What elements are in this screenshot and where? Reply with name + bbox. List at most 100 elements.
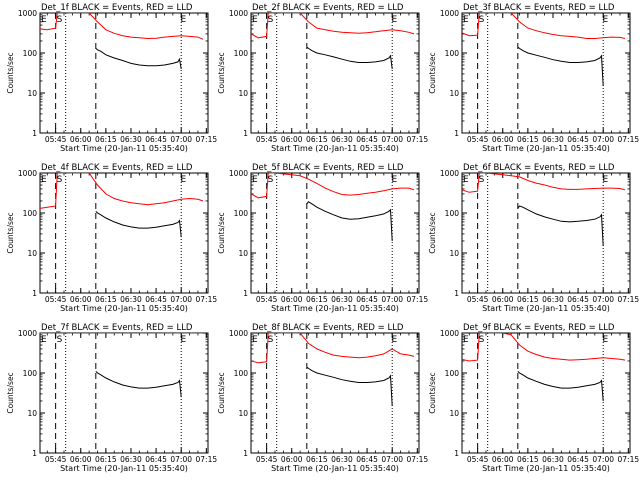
- y-tick-label: 10: [238, 89, 248, 98]
- y-tick-label: 100: [445, 369, 460, 378]
- x-axis-label: Start Time (20-Jan-11 05:35:40): [271, 144, 399, 153]
- x-tick-label: 06:30: [542, 135, 564, 144]
- plot-frame: [39, 172, 209, 294]
- y-tick-label: 100: [234, 369, 249, 378]
- x-tick-label: 07:00: [170, 455, 192, 464]
- interval-marker-s: S: [57, 175, 63, 185]
- y-tick-label: 1: [32, 449, 37, 458]
- x-tick-label: 05:45: [467, 295, 489, 304]
- x-tick-label: 06:30: [542, 295, 564, 304]
- plot-frame: [461, 172, 631, 294]
- lld-series-line: [251, 173, 415, 199]
- y-tick-label: 100: [445, 209, 460, 218]
- chart-panel: Det_2f BLACK = Events, RED = LLD 1 10 100 10…: [217, 3, 428, 153]
- interval-marker-e2: E: [392, 175, 398, 185]
- x-tick-label: 06:15: [95, 135, 117, 144]
- x-tick-label: 06:30: [120, 135, 142, 144]
- x-tick-label: 06:15: [306, 135, 328, 144]
- chart-title: Det_6f BLACK = Events, RED = LLD: [463, 163, 615, 173]
- y-axis-label: Counts/sec: [428, 52, 437, 93]
- y-tick-label: 10: [238, 409, 248, 418]
- x-tick-label: 07:15: [618, 455, 640, 464]
- chart-title: Det_1f BLACK = Events, RED = LLD: [41, 3, 193, 13]
- x-tick-label: 07:15: [407, 135, 429, 144]
- interval-marker-e2: E: [181, 15, 187, 25]
- x-tick-label: 05:45: [256, 135, 278, 144]
- y-tick-label: 1000: [440, 169, 459, 178]
- events-series-line: [306, 366, 393, 407]
- x-tick-label: 07:15: [407, 455, 429, 464]
- y-tick-label: 1: [243, 129, 248, 138]
- chart-panel: Det_4f BLACK = Events, RED = LLD 1 10 100 10…: [6, 163, 217, 313]
- lld-series-line: [251, 333, 415, 364]
- x-tick-label: 06:30: [542, 455, 564, 464]
- y-tick-label: 10: [449, 249, 459, 258]
- x-tick-label: 07:15: [196, 135, 218, 144]
- chart-panel: Det_6f BLACK = Events, RED = LLD 1 10 100 10…: [428, 163, 639, 313]
- lld-series-line: [462, 173, 626, 193]
- interval-marker-s: S: [57, 15, 63, 25]
- lld-series-line: [40, 13, 204, 40]
- y-axis-label: Counts/sec: [217, 52, 226, 93]
- x-tick-label: 06:00: [492, 295, 514, 304]
- x-tick-label: 07:15: [618, 135, 640, 144]
- chart-title: Det_8f BLACK = Events, RED = LLD: [252, 323, 404, 333]
- y-tick-label: 100: [445, 49, 460, 58]
- x-tick-label: 06:30: [120, 455, 142, 464]
- y-tick-label: 10: [27, 89, 37, 98]
- chart-panel: Det_3f BLACK = Events, RED = LLD 1 10 100 10…: [428, 3, 639, 153]
- x-tick-label: 07:00: [381, 455, 403, 464]
- x-tick-label: 06:15: [517, 295, 539, 304]
- x-tick-label: 07:00: [381, 135, 403, 144]
- plot-frame: [250, 172, 420, 294]
- interval-marker-s: S: [57, 335, 63, 345]
- interval-marker-e2: E: [181, 335, 187, 345]
- events-series-line: [306, 46, 393, 69]
- x-tick-label: 06:45: [356, 135, 378, 144]
- x-axis-label: Start Time (20-Jan-11 05:35:40): [271, 464, 399, 473]
- x-tick-label: 06:00: [281, 295, 303, 304]
- x-tick-label: 07:00: [381, 295, 403, 304]
- y-axis-label: Counts/sec: [428, 372, 437, 413]
- x-tick-label: 05:45: [45, 455, 67, 464]
- x-tick-label: 06:45: [567, 135, 589, 144]
- y-tick-label: 1000: [18, 169, 37, 178]
- events-series-line: [517, 370, 604, 402]
- y-tick-label: 1: [32, 129, 37, 138]
- plot-frame: [250, 12, 420, 134]
- events-series-line: [517, 46, 604, 87]
- x-axis-label: Start Time (20-Jan-11 05:35:40): [60, 304, 188, 313]
- x-tick-label: 06:45: [356, 295, 378, 304]
- y-tick-label: 100: [234, 49, 249, 58]
- x-tick-label: 07:00: [170, 295, 192, 304]
- y-tick-label: 1: [32, 289, 37, 298]
- x-tick-label: 06:45: [567, 295, 589, 304]
- chart-panel: Det_8f BLACK = Events, RED = LLD 1 10 100 10…: [217, 323, 428, 473]
- chart-panel: Det_1f BLACK = Events, RED = LLD 1 10 100 10…: [6, 3, 217, 153]
- x-tick-label: 06:00: [70, 135, 92, 144]
- y-tick-label: 100: [234, 209, 249, 218]
- y-axis-label: Counts/sec: [217, 372, 226, 413]
- interval-marker-e1: E: [252, 15, 258, 25]
- x-tick-label: 06:00: [281, 135, 303, 144]
- interval-marker-s: S: [268, 335, 274, 345]
- x-tick-label: 06:15: [517, 455, 539, 464]
- events-series-line: [306, 201, 393, 242]
- lld-series-line: [462, 333, 626, 362]
- interval-marker-e2: E: [603, 175, 609, 185]
- y-axis-label: Counts/sec: [428, 212, 437, 253]
- y-tick-label: 100: [23, 49, 38, 58]
- plot-frame: [250, 332, 420, 454]
- x-tick-label: 06:00: [70, 455, 92, 464]
- y-axis-label: Counts/sec: [6, 52, 15, 93]
- y-axis-label: Counts/sec: [217, 212, 226, 253]
- chart-panel: Det_5f BLACK = Events, RED = LLD 1 10 100 10…: [217, 163, 428, 313]
- y-tick-label: 10: [238, 249, 248, 258]
- interval-marker-e1: E: [41, 335, 47, 345]
- x-tick-label: 07:15: [196, 455, 218, 464]
- interval-marker-e1: E: [463, 15, 469, 25]
- chart-panel: Det_9f BLACK = Events, RED = LLD 1 10 100 10…: [428, 323, 639, 473]
- y-tick-label: 10: [27, 249, 37, 258]
- interval-marker-s: S: [479, 335, 485, 345]
- plot-frame: [39, 12, 209, 134]
